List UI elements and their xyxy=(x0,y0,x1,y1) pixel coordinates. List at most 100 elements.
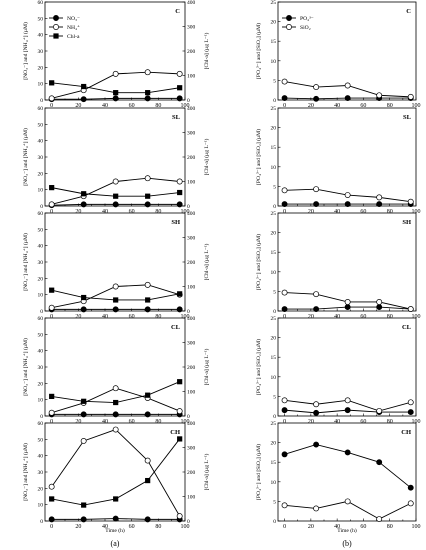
series-circle-filled-point xyxy=(344,304,351,311)
y-tick-label: 10 xyxy=(38,503,44,509)
y-tick-label: 10 xyxy=(271,59,277,65)
plot-frame xyxy=(277,422,417,522)
y-tick-label: 15 xyxy=(271,145,277,151)
panel-b-c: 0 5 10 15 20 25 0 20 40 60 80 100 [PO₄³⁻] and [SiO₂]… xyxy=(255,0,421,109)
series-circle-filled-point xyxy=(112,95,119,102)
y-tick-label: 30 xyxy=(38,470,44,476)
x-tick-label: 0 xyxy=(50,209,53,215)
series-square-filled-line xyxy=(51,438,181,506)
y-tick-label: 5 xyxy=(273,289,276,295)
y-axis-label: [PO₄³⁻] and [SiO₂] (µM) xyxy=(255,23,262,79)
legend-label: Chl-a xyxy=(67,34,80,40)
series-square-filled-point xyxy=(113,193,119,199)
series-square-filled xyxy=(49,80,183,96)
series-circle-open-point xyxy=(144,281,151,288)
y-tick-label: 0 xyxy=(273,309,276,315)
series-circle-open xyxy=(48,281,183,311)
series-circle-filled-point xyxy=(144,516,151,523)
y2-tick-label: 0 xyxy=(187,309,190,315)
series-circle-filled xyxy=(48,201,183,209)
series-circle-open-point xyxy=(281,289,288,296)
plot-frame xyxy=(44,212,186,312)
y2-tick-label: 400 xyxy=(187,0,196,6)
y-tick-label: 20 xyxy=(271,441,277,447)
y2-tick-label: 300 xyxy=(187,341,196,347)
y-tick-label: 10 xyxy=(38,82,44,88)
x-tick-label: 20 xyxy=(75,103,81,109)
series-circle-open-point xyxy=(48,483,55,490)
x-axis-label-b: Time (h) xyxy=(337,527,357,534)
y2-tick-label: 400 xyxy=(187,316,196,322)
series-square-filled-point xyxy=(113,496,119,502)
series-circle-open-point xyxy=(281,502,288,509)
y-tick-label: 25 xyxy=(271,0,277,6)
series-circle-open-point xyxy=(344,192,351,198)
series-circle-open-point xyxy=(144,457,151,464)
series-square-filled-point xyxy=(49,393,55,399)
y2-tick-label: 400 xyxy=(187,421,196,427)
x-tick-label: 60 xyxy=(360,419,366,425)
panel-label: CL xyxy=(402,324,412,331)
panel-label: CH xyxy=(401,429,411,436)
x-tick-label: 80 xyxy=(155,419,161,425)
series-circle-open-point xyxy=(112,178,119,185)
y-axis-label: [PO₄³⁻] and [SiO₂] (µM) xyxy=(255,444,262,500)
panel-label: SL xyxy=(403,114,412,121)
y-tick-label: 25 xyxy=(271,421,277,427)
series-circle-filled xyxy=(281,407,414,416)
plot-frame xyxy=(277,107,417,207)
series-circle-open-point xyxy=(344,82,351,89)
series-circle-open-point xyxy=(112,283,119,290)
y-tick-label: 20 xyxy=(38,486,44,492)
series-circle-filled xyxy=(48,515,183,523)
series-circle-open-point xyxy=(407,306,414,312)
y2-axis-label: [Chl-a] (µg L⁻¹) xyxy=(203,138,210,175)
x-tick-label: 60 xyxy=(129,103,135,109)
series-circle-filled-point xyxy=(313,441,320,448)
series-circle-open-point xyxy=(376,299,383,305)
series-circle-open-point xyxy=(313,401,320,408)
plot-frame xyxy=(44,1,186,101)
y2-tick-label: 100 xyxy=(187,390,196,396)
x-tick-label: 20 xyxy=(308,314,314,320)
series-circle-open-point xyxy=(144,69,151,76)
series-circle-open-point xyxy=(407,500,414,507)
x-tick-label: 40 xyxy=(102,209,108,215)
x-tick-label: 0 xyxy=(283,314,286,320)
series-circle-filled-point xyxy=(80,516,87,523)
legend-label: SiO₂ xyxy=(300,25,311,31)
series-circle-open-point xyxy=(281,78,288,85)
x-tick-label: 100 xyxy=(412,314,421,320)
y2-tick-label: 300 xyxy=(187,446,196,452)
series-circle-filled-point xyxy=(313,201,320,207)
y-tick-label: 15 xyxy=(271,355,277,361)
y-axis-label: [PO₄³⁻] and [SiO₂] (µM) xyxy=(255,129,262,185)
legend-marker xyxy=(53,33,59,39)
panel-label: CH xyxy=(170,429,180,436)
y-tick-label: 0 xyxy=(273,98,276,104)
y-tick-label: 40 xyxy=(38,33,44,39)
y-tick-label: 60 xyxy=(38,316,44,322)
y2-tick-label: 200 xyxy=(187,49,196,55)
series-circle-open-line xyxy=(51,429,181,517)
series-circle-open-point xyxy=(407,93,414,100)
y-axis-label: [NO₃⁻] and [NH₄⁺] (µM) xyxy=(22,128,29,186)
series-square-filled-point xyxy=(81,502,87,508)
y2-tick-label: 0 xyxy=(187,414,190,420)
series-square-filled-point xyxy=(177,189,183,196)
series-square-filled xyxy=(49,185,183,199)
x-tick-label: 40 xyxy=(334,103,340,109)
legend-marker xyxy=(53,24,59,30)
y-tick-label: 50 xyxy=(38,122,44,128)
y2-tick-label: 100 xyxy=(187,180,196,186)
legend-a: NO₃⁻ NH₄⁺ Chl-a xyxy=(49,15,80,40)
series-circle-filled-point xyxy=(313,306,320,312)
x-tick-label: 100 xyxy=(181,209,190,215)
x-tick-label: 60 xyxy=(360,103,366,109)
series-square-filled-point xyxy=(145,297,151,303)
series-circle-open-point xyxy=(407,198,414,205)
